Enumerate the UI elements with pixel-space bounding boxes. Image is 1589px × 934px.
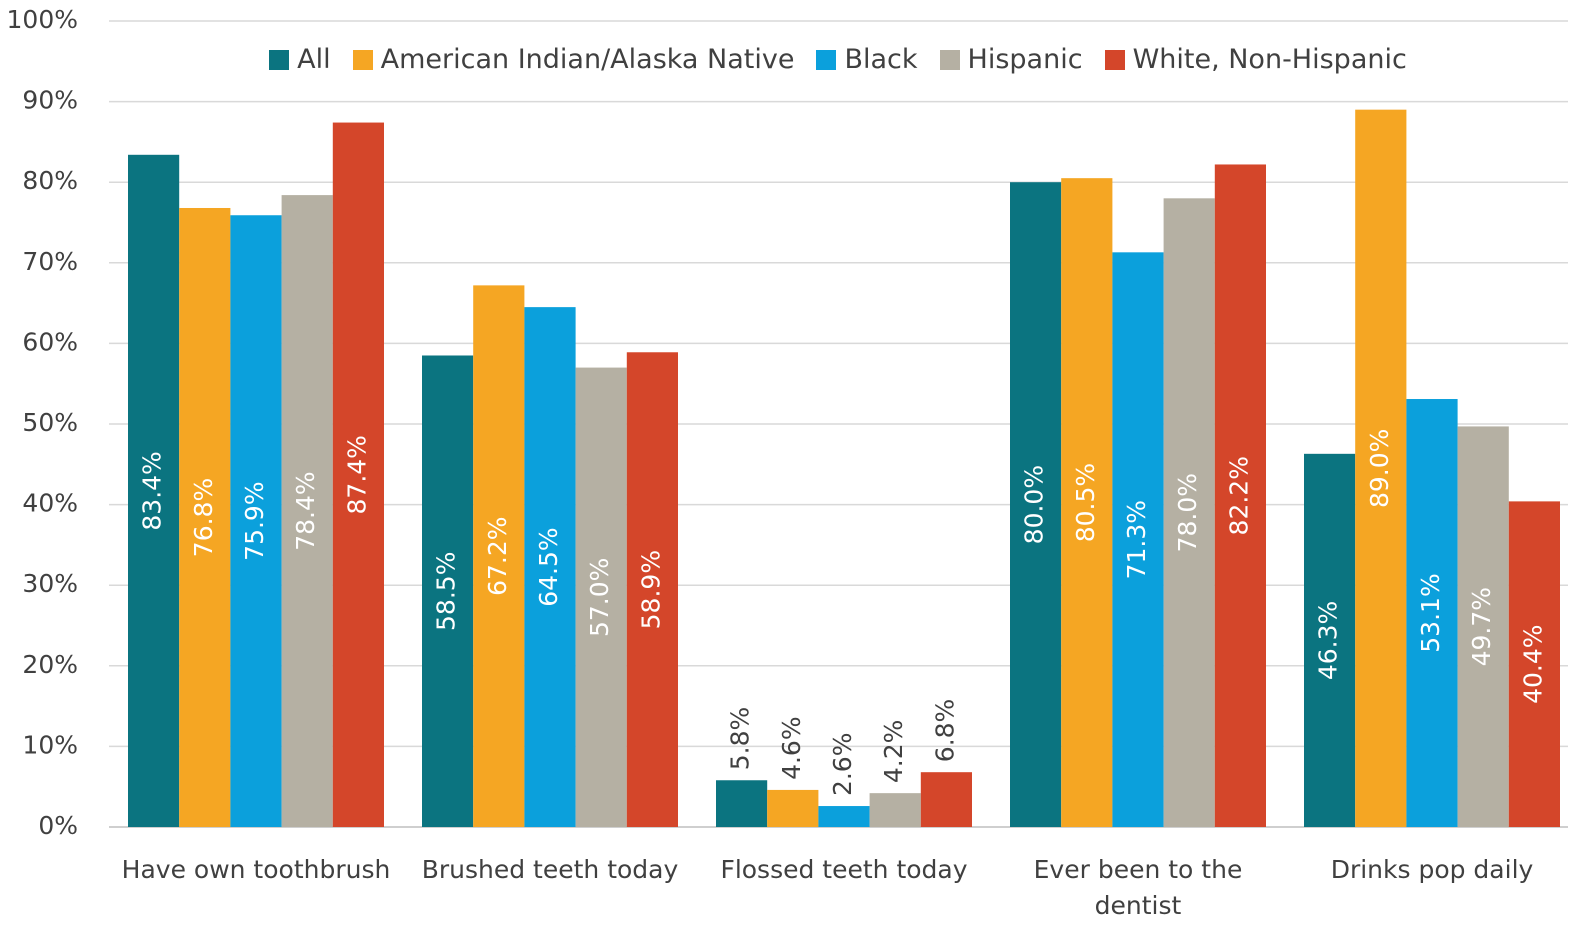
data-label: 4.2% bbox=[879, 720, 908, 784]
data-label: 2.6% bbox=[828, 733, 857, 797]
y-tick-label: 70% bbox=[22, 247, 78, 276]
data-label: 67.2% bbox=[483, 516, 512, 595]
bar bbox=[230, 215, 282, 828]
bar bbox=[1304, 453, 1356, 827]
legend-label: Black bbox=[844, 44, 918, 75]
legend: All American Indian/Alaska Native Black His… bbox=[108, 44, 1568, 75]
y-tick-label: 10% bbox=[22, 730, 78, 759]
data-label: 46.3% bbox=[1314, 601, 1343, 680]
y-tick-label: 50% bbox=[22, 408, 78, 437]
legend-swatch bbox=[1104, 49, 1125, 70]
data-label: 4.6% bbox=[777, 716, 806, 780]
data-label: 80.0% bbox=[1020, 465, 1049, 544]
data-label: 58.9% bbox=[636, 550, 665, 629]
bar bbox=[1214, 164, 1266, 827]
data-label: 78.0% bbox=[1173, 473, 1202, 552]
x-tick-label: Have own toothbrush bbox=[121, 855, 391, 884]
data-label: 83.4% bbox=[138, 451, 167, 530]
bar bbox=[1010, 182, 1062, 827]
legend-item: American Indian/Alaska Native bbox=[352, 44, 795, 75]
bar bbox=[332, 122, 384, 827]
data-label: 64.5% bbox=[534, 527, 563, 606]
legend-swatch bbox=[269, 49, 290, 70]
legend-swatch bbox=[352, 49, 373, 70]
data-label: 49.7% bbox=[1467, 587, 1496, 666]
x-tick-label: Drinks pop daily bbox=[1330, 855, 1534, 884]
data-label: 57.0% bbox=[585, 558, 614, 637]
bar bbox=[422, 355, 474, 827]
legend-label: All bbox=[297, 44, 331, 75]
bar bbox=[1508, 501, 1560, 827]
y-tick-label: 20% bbox=[22, 650, 78, 679]
data-label: 78.4% bbox=[291, 471, 320, 550]
y-tick-label: 100% bbox=[7, 5, 78, 34]
bar bbox=[767, 789, 819, 827]
legend-label: Hispanic bbox=[967, 44, 1083, 75]
y-tick-label: 80% bbox=[22, 166, 78, 195]
bar bbox=[1406, 399, 1458, 827]
legend-label: White, Non-Hispanic bbox=[1132, 44, 1407, 75]
bar bbox=[869, 793, 921, 827]
data-label: 53.1% bbox=[1416, 573, 1445, 652]
bar bbox=[1061, 178, 1113, 828]
data-label: 40.4% bbox=[1518, 624, 1547, 703]
bar bbox=[716, 780, 768, 827]
y-tick-label: 40% bbox=[22, 489, 78, 518]
bar bbox=[1457, 426, 1509, 827]
legend-swatch bbox=[816, 49, 837, 70]
bar bbox=[281, 195, 333, 827]
bar bbox=[1163, 198, 1215, 827]
bar bbox=[575, 367, 627, 827]
y-tick-label: 0% bbox=[38, 811, 78, 840]
legend-item: White, Non-Hispanic bbox=[1104, 44, 1407, 75]
data-label: 6.8% bbox=[930, 699, 959, 763]
bar bbox=[626, 352, 678, 827]
legend-swatch bbox=[939, 49, 960, 70]
bar bbox=[1355, 109, 1407, 827]
legend-item: Hispanic bbox=[939, 44, 1083, 75]
x-tick-label: Flossed teeth today bbox=[720, 855, 968, 884]
bar bbox=[473, 285, 525, 827]
y-tick-label: 60% bbox=[22, 327, 78, 356]
data-label: 76.8% bbox=[189, 478, 218, 557]
data-label: 87.4% bbox=[342, 435, 371, 514]
y-tick-label: 30% bbox=[22, 569, 78, 598]
bar bbox=[524, 307, 576, 827]
data-label: 89.0% bbox=[1365, 429, 1394, 508]
x-tick-label: Ever been to the dentist bbox=[1033, 855, 1243, 920]
bar bbox=[179, 207, 231, 827]
data-label: 82.2% bbox=[1224, 456, 1253, 535]
bar bbox=[920, 772, 972, 827]
bar bbox=[128, 154, 180, 827]
y-tick-label: 90% bbox=[22, 86, 78, 115]
data-label: 5.8% bbox=[726, 707, 755, 771]
legend-item: All bbox=[269, 44, 331, 75]
bar bbox=[1112, 252, 1164, 827]
legend-item: Black bbox=[816, 44, 918, 75]
data-label: 71.3% bbox=[1122, 500, 1151, 579]
data-label: 80.5% bbox=[1071, 463, 1100, 542]
data-label: 58.5% bbox=[432, 552, 461, 631]
legend-label: American Indian/Alaska Native bbox=[380, 44, 795, 75]
bar bbox=[818, 806, 870, 827]
data-label: 75.9% bbox=[240, 481, 269, 560]
x-tick-label: Brushed teeth today bbox=[421, 855, 679, 884]
